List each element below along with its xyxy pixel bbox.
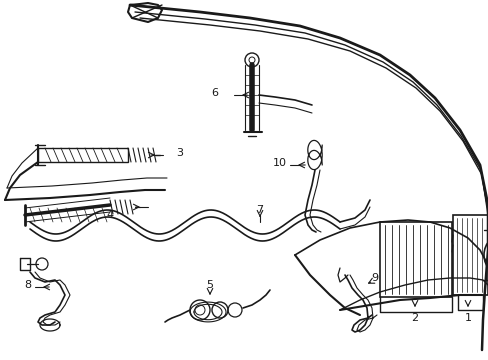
Text: 8: 8 — [24, 280, 32, 290]
Bar — [38, 148, 128, 162]
Text: 6: 6 — [211, 88, 218, 98]
Bar — [379, 222, 451, 297]
Text: 10: 10 — [272, 158, 286, 168]
Bar — [452, 215, 487, 295]
Text: 2: 2 — [410, 313, 418, 323]
Text: 7: 7 — [256, 205, 263, 215]
Text: 4: 4 — [106, 210, 113, 220]
Text: 3: 3 — [176, 148, 183, 158]
Text: 1: 1 — [464, 313, 470, 323]
Text: 9: 9 — [371, 273, 378, 283]
Text: 5: 5 — [206, 280, 213, 290]
